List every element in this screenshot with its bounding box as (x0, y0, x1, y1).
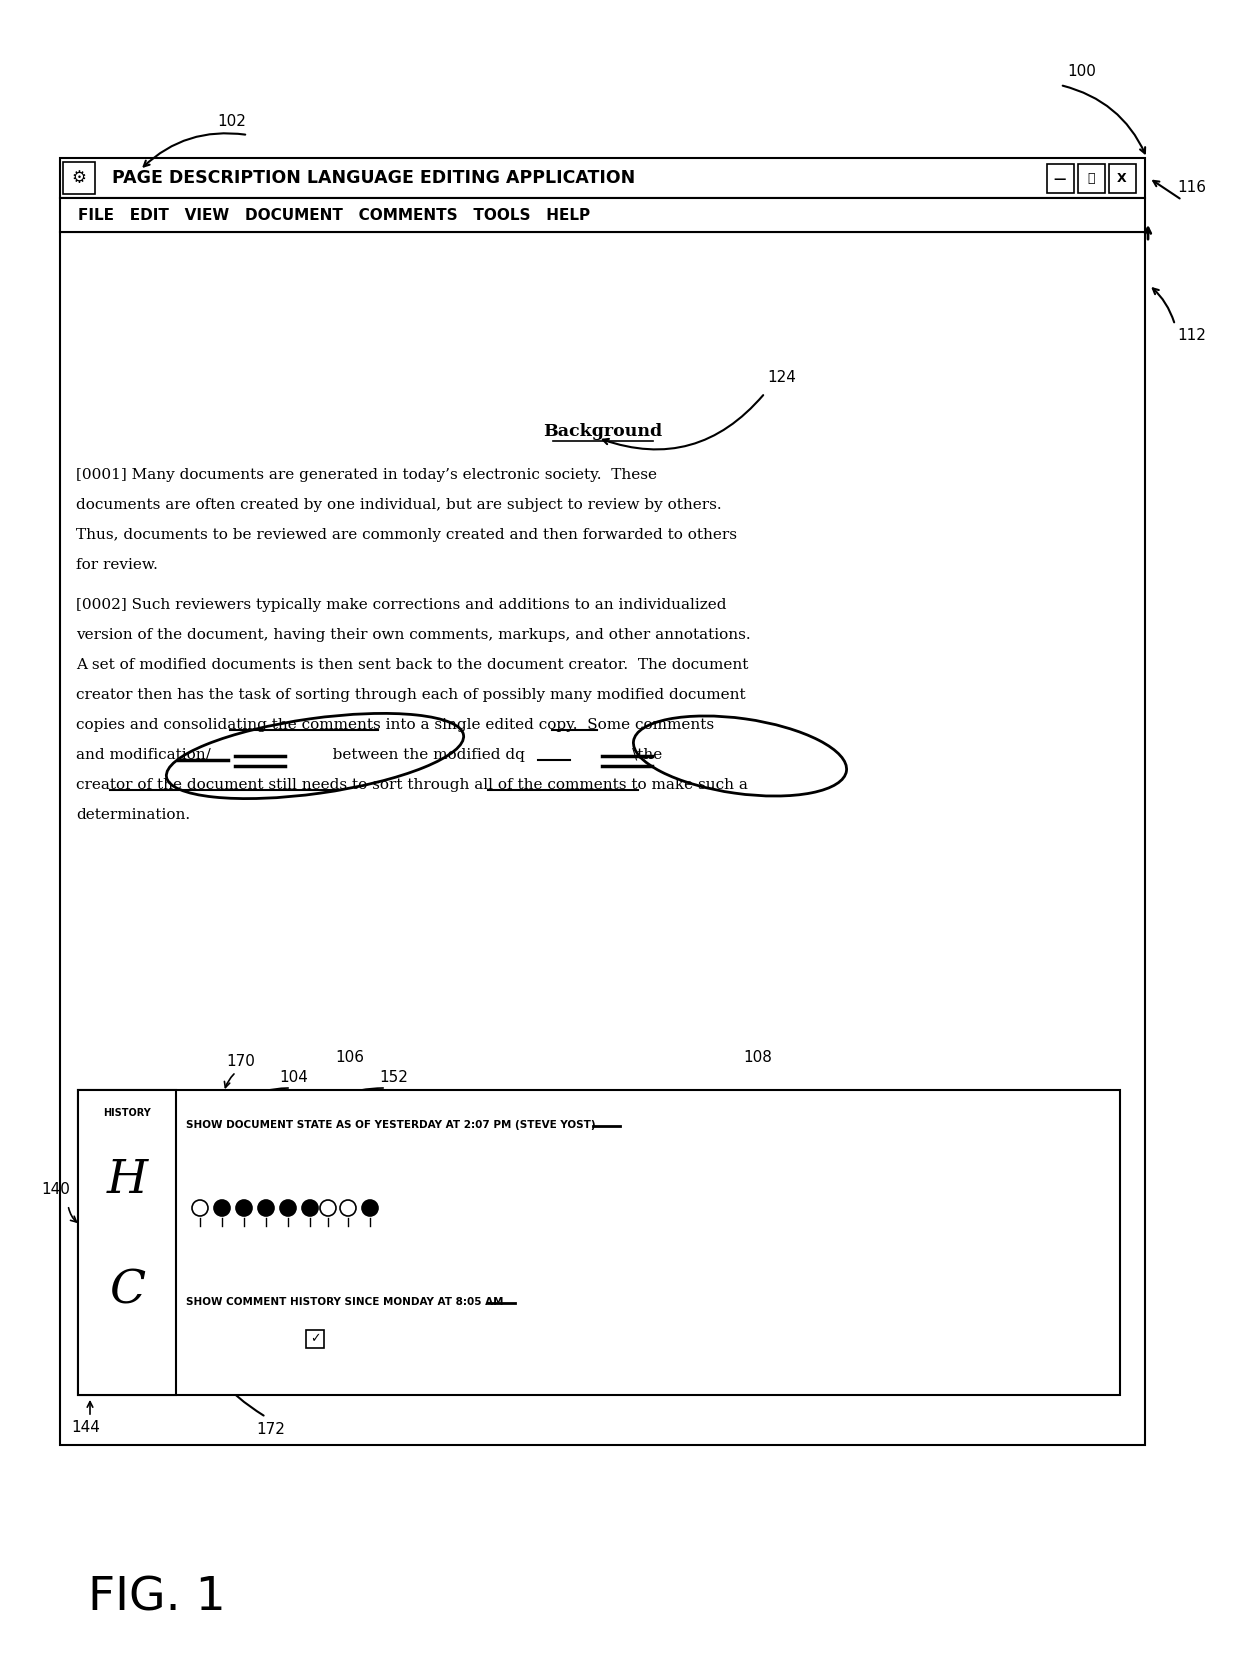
Text: and modification∕                         between the modified dq               : and modification∕ between the modified d… (76, 749, 662, 762)
Text: 106: 106 (336, 1051, 365, 1066)
Bar (60, 159, 1145, 197)
Text: 108: 108 (744, 1051, 773, 1066)
Text: X: X (1117, 172, 1127, 185)
Bar (60, 197, 1145, 232)
Text: 116: 116 (1178, 180, 1207, 196)
Circle shape (236, 1200, 252, 1216)
Bar (60, 232, 1145, 1445)
Text: 152: 152 (379, 1071, 408, 1086)
Circle shape (192, 1200, 208, 1216)
Bar (78, 1089, 176, 1395)
Bar (1047, 164, 1074, 192)
Text: 170: 170 (227, 1054, 255, 1069)
Circle shape (215, 1200, 229, 1216)
Text: FIG. 1: FIG. 1 (88, 1576, 226, 1621)
Circle shape (340, 1200, 356, 1216)
Text: A set of modified documents is then sent back to the document creator.  The docu: A set of modified documents is then sent… (76, 658, 749, 672)
Text: PAGE DESCRIPTION LANGUAGE EDITING APPLICATION: PAGE DESCRIPTION LANGUAGE EDITING APPLIC… (112, 169, 635, 187)
Text: for review.: for review. (76, 558, 157, 571)
Text: Background: Background (543, 423, 662, 441)
Text: 174: 174 (334, 1245, 362, 1260)
Bar (1078, 164, 1105, 192)
Bar (1109, 164, 1136, 192)
Text: copies and consolidating the comments into a single edited copy.  Some comments: copies and consolidating the comments in… (76, 719, 714, 732)
Text: 112: 112 (1178, 328, 1207, 343)
Circle shape (258, 1200, 274, 1216)
Text: 124: 124 (768, 371, 796, 386)
Text: 158: 158 (629, 1118, 657, 1133)
Text: 100: 100 (1068, 65, 1096, 80)
Circle shape (320, 1200, 336, 1216)
Text: 104: 104 (279, 1071, 309, 1086)
Text: FILE   EDIT   VIEW   DOCUMENT   COMMENTS   TOOLS   HELP: FILE EDIT VIEW DOCUMENT COMMENTS TOOLS H… (78, 207, 590, 222)
Text: SHOW COMMENT HISTORY SINCE MONDAY AT 8:05 AM: SHOW COMMENT HISTORY SINCE MONDAY AT 8:0… (186, 1297, 503, 1307)
Text: creator of the document still needs to sort through all of the comments to make : creator of the document still needs to s… (76, 779, 748, 792)
Text: determination.: determination. (76, 809, 190, 822)
Text: ⎕: ⎕ (1087, 172, 1095, 185)
Text: 102: 102 (217, 115, 247, 129)
Text: creator then has the task of sorting through each of possibly many modified docu: creator then has the task of sorting thr… (76, 688, 745, 702)
Text: C: C (109, 1268, 145, 1313)
Text: version of the document, having their own comments, markups, and other annotatio: version of the document, having their ow… (76, 628, 750, 642)
Text: ✓: ✓ (310, 1332, 320, 1345)
Text: SHOW DOCUMENT STATE AS OF YESTERDAY AT 2:07 PM (STEVE YOST): SHOW DOCUMENT STATE AS OF YESTERDAY AT 2… (186, 1120, 595, 1130)
Text: ⚙: ⚙ (72, 169, 87, 187)
Text: documents are often created by one individual, but are subject to review by othe: documents are often created by one indiv… (76, 498, 722, 511)
Text: 144: 144 (72, 1419, 100, 1434)
Text: 172: 172 (257, 1422, 285, 1437)
Bar (306, 1330, 324, 1348)
Circle shape (280, 1200, 296, 1216)
Text: [0002] Such reviewers typically make corrections and additions to an individuali: [0002] Such reviewers typically make cor… (76, 598, 727, 612)
Bar (78, 1089, 1120, 1395)
Text: —: — (1054, 172, 1066, 185)
Text: HISTORY: HISTORY (103, 1108, 151, 1118)
Text: 160: 160 (516, 1295, 544, 1310)
Circle shape (362, 1200, 378, 1216)
Text: 140: 140 (42, 1183, 71, 1198)
Bar (63, 162, 95, 194)
Text: 162: 162 (300, 1385, 329, 1400)
Text: Thus, documents to be reviewed are commonly created and then forwarded to others: Thus, documents to be reviewed are commo… (76, 528, 737, 541)
Circle shape (303, 1200, 317, 1216)
Text: H: H (107, 1158, 148, 1203)
Text: [0001] Many documents are generated in today’s electronic society.  These: [0001] Many documents are generated in t… (76, 468, 657, 481)
